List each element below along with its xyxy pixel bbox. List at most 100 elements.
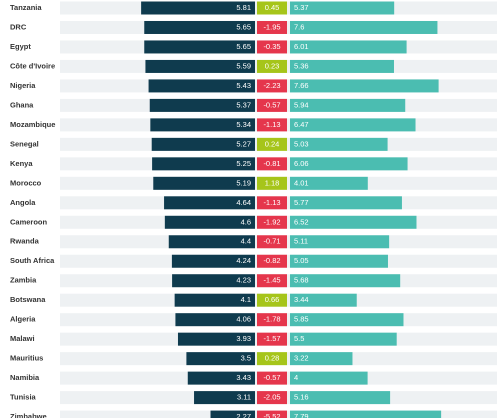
bar [152,157,255,171]
bar [290,235,390,249]
bar-value: 5.81 [236,3,251,12]
country-label: Nigeria [10,81,36,90]
change-value: -0.71 [263,237,280,246]
bar [290,20,438,34]
country-label: Malawi [10,334,35,343]
change-value: -0.81 [263,159,280,168]
country-label: Kenya [10,159,33,168]
change-cell [257,254,287,268]
bar [290,293,357,307]
bar-value: 6.01 [294,42,309,51]
bar [290,215,417,229]
bar [290,40,407,54]
change-value: -0.35 [263,42,280,51]
bar-value: 4.24 [236,256,251,265]
bar-value: 4.4 [241,237,251,246]
bar [186,352,255,366]
bar [174,293,255,307]
bar-value: 5.59 [236,61,251,70]
country-label: DRC [10,22,27,31]
change-cell [257,176,287,190]
change-cell [257,137,287,151]
bar [153,176,255,190]
bar [290,176,368,190]
country-label: Senegal [10,139,39,148]
bar-value: 3.5 [241,354,251,363]
bar [177,332,255,346]
bar [290,137,388,151]
bar-value: 2.27 [236,412,251,418]
bar-value: 6.52 [294,217,309,226]
country-label: South Africa [10,256,55,265]
bar-value: 3.43 [236,373,251,382]
bar-value: 5.65 [236,22,251,31]
bar [144,20,255,34]
bar [290,1,395,15]
bar-value: 6.06 [294,159,309,168]
change-value: 0.28 [265,354,280,363]
bar [290,410,442,418]
country-label: Tunisia [10,393,37,402]
bar-value: 5.37 [294,3,309,12]
bar-value: 5.65 [236,42,251,51]
bar-value: 7.79 [294,412,309,418]
change-cell [257,215,287,229]
change-cell [257,352,287,366]
bar-value: 7.66 [294,81,309,90]
change-cell [257,98,287,112]
change-value: -1.92 [263,217,280,226]
change-value: 0.24 [265,139,280,148]
change-value: -1.78 [263,315,280,324]
country-label: Tanzania [10,3,42,12]
bar [172,274,255,288]
bar-value: 5.03 [294,139,309,148]
bar-value: 7.6 [294,22,304,31]
change-cell [257,313,287,327]
bar-value: 5.25 [236,159,251,168]
bar-value: 5.05 [294,256,309,265]
bar-value: 4.01 [294,178,309,187]
change-cell [257,118,287,132]
bar [210,410,255,418]
change-value: 1.18 [265,178,280,187]
change-cell [257,20,287,34]
change-cell [257,410,287,418]
bar [290,332,397,346]
bar-value: 5.37 [236,100,251,109]
country-label: Côte d'Ivoire [10,61,55,70]
bar [290,352,353,366]
bar [290,313,404,327]
change-value: -2.05 [263,393,280,402]
change-value: -1.57 [263,334,280,343]
bar [150,118,255,132]
bar [171,254,255,268]
change-cell [257,59,287,73]
change-value: -0.57 [263,100,280,109]
change-cell [257,391,287,405]
bar [164,196,255,210]
change-value: -0.82 [263,256,280,265]
country-label: Morocco [10,178,42,187]
bar [290,98,406,112]
bar-value: 5.16 [294,393,309,402]
bar-value: 3.11 [237,393,251,402]
bar-value: 4.64 [236,198,251,207]
country-label: Egypt [10,42,31,51]
bar-value: 4.23 [236,276,251,285]
country-label: Mauritius [10,354,43,363]
bar-value: 5.36 [294,61,309,70]
change-cell [257,293,287,307]
bar-value: 5.11 [294,237,308,246]
country-label: Zimbabwe [10,412,47,418]
bar [290,274,401,288]
bar [290,254,388,268]
bar [164,215,255,229]
bar-value: 5.94 [294,100,309,109]
bar-value: 4.06 [236,315,251,324]
bar-value: 4.1 [241,295,251,304]
change-cell [257,79,287,93]
bar [290,196,402,210]
change-cell [257,371,287,385]
